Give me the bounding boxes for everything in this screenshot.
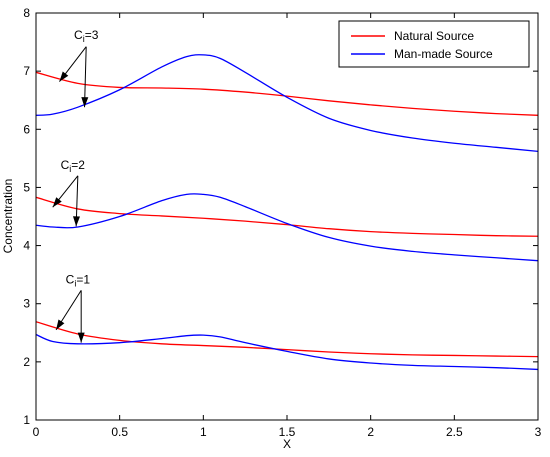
y-tick-label: 7 xyxy=(23,64,30,78)
series-line-natural-source-ci1 xyxy=(36,321,538,358)
legend-item: Natural Source xyxy=(351,29,474,43)
legend-label: Natural Source xyxy=(394,29,474,43)
legend-item: Man-made Source xyxy=(351,47,493,61)
annotation-arrow xyxy=(77,290,85,343)
x-tick-label: 2.5 xyxy=(446,425,463,439)
annotation-arrow xyxy=(59,46,87,82)
annotation-arrow xyxy=(81,46,89,108)
x-tick-label: 1.5 xyxy=(279,425,296,439)
y-tick-label: 8 xyxy=(23,6,30,20)
annotation-arrow xyxy=(52,175,79,208)
x-tick-label: 3 xyxy=(535,425,542,439)
series-layer xyxy=(36,54,538,371)
x-axis-label: X xyxy=(283,437,291,451)
x-tick-label: 1 xyxy=(200,425,207,439)
x-tick-label: 0.5 xyxy=(111,425,128,439)
series-line-natural-source-ci2 xyxy=(36,196,538,237)
legend-label: Man-made Source xyxy=(394,47,493,61)
series-line-natural-source-ci3 xyxy=(36,71,538,116)
y-tick-label: 5 xyxy=(23,180,30,194)
y-tick-label: 2 xyxy=(23,355,30,369)
series-line-man-made-source-ci3 xyxy=(36,54,538,153)
y-tick-label: 6 xyxy=(23,122,30,136)
y-tick-label: 4 xyxy=(23,239,30,253)
x-tick-label: 0 xyxy=(33,425,40,439)
x-tick-label: 2 xyxy=(367,425,374,439)
annotation-label: Ci=3 xyxy=(74,28,99,44)
y-axis-label: Concentration xyxy=(1,179,15,254)
plot-area xyxy=(36,13,538,420)
legend: Natural Source Man-made Source xyxy=(338,20,530,68)
series-line-man-made-source-ci2 xyxy=(36,193,538,262)
annotation-arrow xyxy=(55,290,82,331)
annotation-arrow xyxy=(72,175,80,227)
y-tick-label: 3 xyxy=(23,297,30,311)
axes-layer: 0 0.5 1 1.5 2 2.5 3 1 2 3 4 5 6 7 8 xyxy=(23,6,541,439)
series-line-man-made-source-ci1 xyxy=(36,333,538,371)
y-tick-label: 1 xyxy=(23,413,30,427)
annotation-label: Ci=1 xyxy=(66,272,91,288)
annotation-label: Ci=2 xyxy=(61,158,86,174)
annotation-layer: Ci=3 Ci=2 Ci=1 xyxy=(52,28,99,343)
